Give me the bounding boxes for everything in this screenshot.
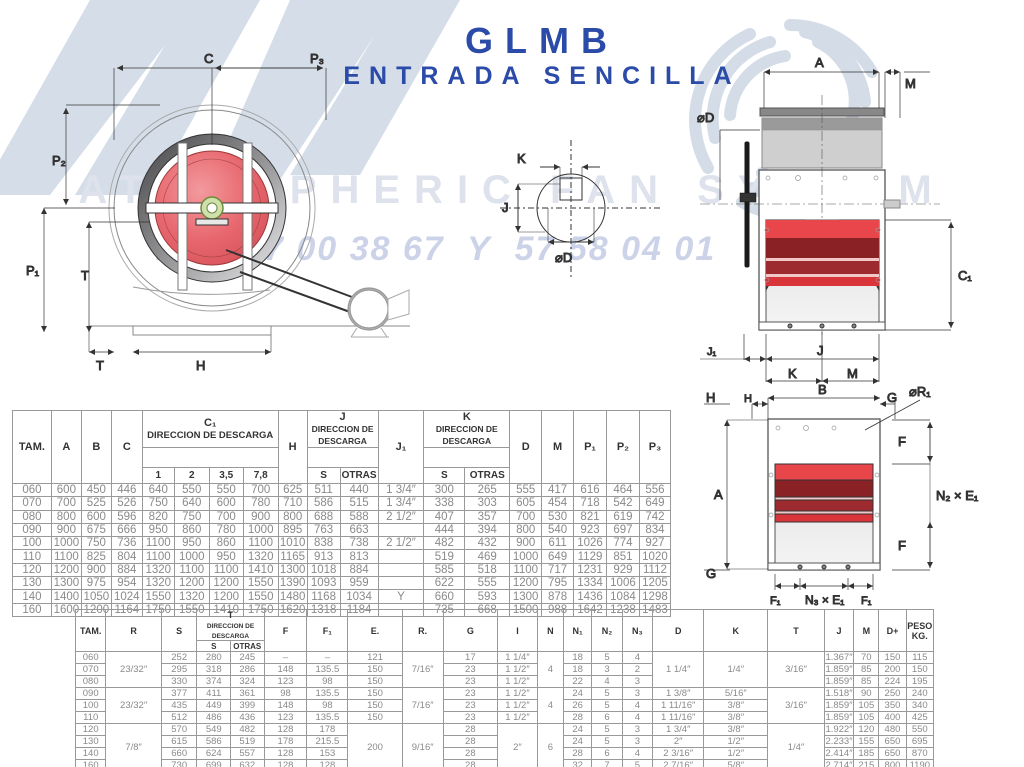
svg-text:N₂ × E₁: N₂ × E₁ <box>936 488 979 503</box>
svg-text:C₁: C₁ <box>958 268 972 283</box>
svg-text:B: B <box>818 382 827 397</box>
svg-text:F: F <box>898 434 906 449</box>
svg-text:J: J <box>502 200 509 215</box>
svg-text:T: T <box>81 268 89 283</box>
svg-text:M: M <box>847 366 858 381</box>
svg-text:K: K <box>517 151 526 166</box>
svg-text:H: H <box>744 393 752 405</box>
svg-text:F₁: F₁ <box>861 595 872 607</box>
svg-text:N₃ × E₁: N₃ × E₁ <box>805 593 844 607</box>
svg-text:P₁: P₁ <box>26 263 40 278</box>
svg-text:J₁: J₁ <box>707 346 717 358</box>
svg-text:⌀D: ⌀D <box>555 250 572 265</box>
svg-text:C: C <box>204 51 213 66</box>
svg-text:T: T <box>96 358 104 373</box>
svg-text:G: G <box>887 390 897 405</box>
svg-text:P₂: P₂ <box>52 153 66 168</box>
svg-text:⌀D: ⌀D <box>697 110 714 125</box>
svg-text:⌀R₁: ⌀R₁ <box>909 384 931 399</box>
svg-text:F₁: F₁ <box>770 595 781 607</box>
svg-text:A: A <box>714 487 723 502</box>
svg-text:F: F <box>898 538 906 553</box>
svg-text:H: H <box>706 390 715 405</box>
svg-text:M: M <box>905 76 916 91</box>
svg-text:K: K <box>788 366 797 381</box>
svg-text:G: G <box>706 566 716 581</box>
svg-text:A: A <box>815 55 824 70</box>
svg-text:J: J <box>817 343 824 358</box>
svg-text:P₃: P₃ <box>310 51 324 66</box>
svg-text:H: H <box>196 358 205 373</box>
